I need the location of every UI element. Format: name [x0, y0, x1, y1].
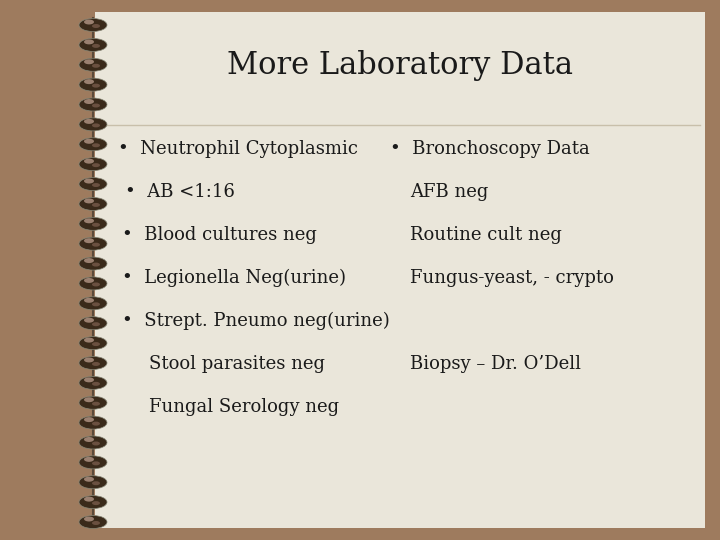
- Ellipse shape: [92, 84, 100, 87]
- Ellipse shape: [79, 356, 107, 369]
- Ellipse shape: [84, 417, 94, 422]
- Ellipse shape: [92, 64, 100, 68]
- Ellipse shape: [84, 397, 94, 402]
- Ellipse shape: [84, 357, 94, 362]
- Text: Fungus-yeast, - crypto: Fungus-yeast, - crypto: [410, 269, 614, 287]
- Ellipse shape: [84, 318, 94, 323]
- Ellipse shape: [79, 138, 107, 151]
- Ellipse shape: [79, 98, 107, 111]
- Ellipse shape: [79, 516, 107, 529]
- Ellipse shape: [79, 456, 107, 469]
- Ellipse shape: [84, 377, 94, 382]
- Text: Fungal Serology neg: Fungal Serology neg: [149, 398, 339, 416]
- Text: •  AB <1:16: • AB <1:16: [125, 183, 235, 201]
- Ellipse shape: [92, 461, 100, 465]
- Text: •  Legionella Neg(urine): • Legionella Neg(urine): [122, 269, 346, 287]
- Text: •  Blood cultures neg: • Blood cultures neg: [122, 226, 317, 244]
- Ellipse shape: [79, 158, 107, 171]
- Ellipse shape: [84, 437, 94, 442]
- Ellipse shape: [84, 516, 94, 522]
- Bar: [95, 12, 705, 528]
- Ellipse shape: [92, 442, 100, 446]
- Ellipse shape: [92, 242, 100, 247]
- Ellipse shape: [92, 44, 100, 48]
- Ellipse shape: [79, 217, 107, 230]
- Ellipse shape: [84, 39, 94, 44]
- Ellipse shape: [79, 476, 107, 489]
- Ellipse shape: [84, 179, 94, 184]
- Ellipse shape: [79, 376, 107, 389]
- Ellipse shape: [84, 198, 94, 204]
- Ellipse shape: [92, 163, 100, 167]
- Ellipse shape: [84, 139, 94, 144]
- Ellipse shape: [92, 382, 100, 386]
- Ellipse shape: [92, 24, 100, 28]
- Ellipse shape: [79, 58, 107, 71]
- Text: •  Bronchoscopy Data: • Bronchoscopy Data: [390, 140, 590, 158]
- Ellipse shape: [84, 477, 94, 482]
- Ellipse shape: [84, 59, 94, 64]
- Text: AFB neg: AFB neg: [410, 183, 488, 201]
- Ellipse shape: [92, 322, 100, 326]
- Text: Stool parasites neg: Stool parasites neg: [149, 355, 325, 373]
- Ellipse shape: [79, 237, 107, 250]
- Ellipse shape: [84, 238, 94, 243]
- Ellipse shape: [92, 402, 100, 406]
- Ellipse shape: [79, 78, 107, 91]
- Ellipse shape: [92, 342, 100, 346]
- Text: Biopsy – Dr. O’Dell: Biopsy – Dr. O’Dell: [410, 355, 581, 373]
- Ellipse shape: [79, 496, 107, 509]
- Ellipse shape: [79, 38, 107, 51]
- Ellipse shape: [92, 262, 100, 267]
- Ellipse shape: [84, 298, 94, 303]
- Ellipse shape: [92, 521, 100, 525]
- Ellipse shape: [79, 336, 107, 349]
- Text: Routine cult neg: Routine cult neg: [410, 226, 562, 244]
- Ellipse shape: [84, 218, 94, 224]
- Ellipse shape: [92, 422, 100, 426]
- Ellipse shape: [84, 457, 94, 462]
- Ellipse shape: [79, 396, 107, 409]
- Ellipse shape: [84, 159, 94, 164]
- Ellipse shape: [79, 277, 107, 290]
- Ellipse shape: [84, 258, 94, 263]
- Ellipse shape: [84, 278, 94, 283]
- Ellipse shape: [79, 297, 107, 310]
- Ellipse shape: [92, 104, 100, 107]
- Ellipse shape: [79, 436, 107, 449]
- Ellipse shape: [84, 99, 94, 104]
- Ellipse shape: [79, 18, 107, 31]
- Ellipse shape: [84, 19, 94, 24]
- Ellipse shape: [84, 338, 94, 342]
- Ellipse shape: [92, 282, 100, 286]
- Ellipse shape: [92, 223, 100, 227]
- Ellipse shape: [92, 302, 100, 306]
- Ellipse shape: [84, 497, 94, 502]
- Ellipse shape: [92, 203, 100, 207]
- Text: More Laboratory Data: More Laboratory Data: [227, 50, 573, 81]
- Text: •  Strept. Pneumo neg(urine): • Strept. Pneumo neg(urine): [122, 312, 390, 330]
- Ellipse shape: [79, 416, 107, 429]
- Ellipse shape: [92, 362, 100, 366]
- Ellipse shape: [79, 198, 107, 211]
- Ellipse shape: [84, 79, 94, 84]
- Ellipse shape: [79, 257, 107, 270]
- Ellipse shape: [79, 178, 107, 191]
- Ellipse shape: [84, 119, 94, 124]
- Ellipse shape: [92, 183, 100, 187]
- Ellipse shape: [79, 118, 107, 131]
- Text: •  Neutrophil Cytoplasmic: • Neutrophil Cytoplasmic: [118, 140, 358, 158]
- Ellipse shape: [79, 316, 107, 330]
- Ellipse shape: [92, 501, 100, 505]
- Ellipse shape: [92, 124, 100, 127]
- Ellipse shape: [92, 143, 100, 147]
- Ellipse shape: [92, 481, 100, 485]
